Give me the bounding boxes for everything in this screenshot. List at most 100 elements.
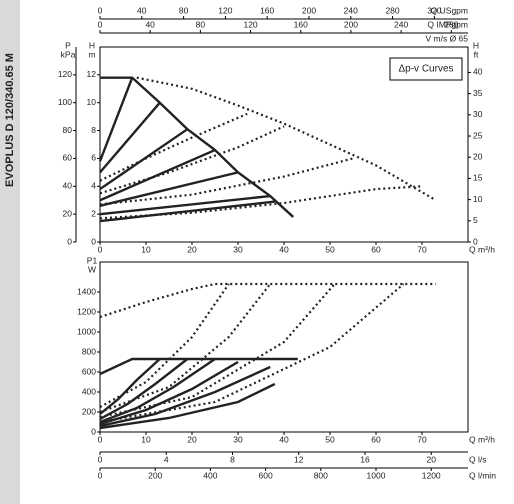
x-tick-label: 60 xyxy=(371,434,381,444)
bottom-tick-label: 1000 xyxy=(367,470,386,480)
y-axis-label: P1 xyxy=(87,255,98,265)
curve xyxy=(99,357,298,376)
dotted-curve xyxy=(99,112,248,182)
y2-tick-label: 25 xyxy=(473,130,483,140)
y-tick-label: 120 xyxy=(58,69,72,79)
top-axis-label: Q IMPgpm xyxy=(427,19,468,29)
bottom-tick-label: 0 xyxy=(98,454,103,464)
y-tick-label: 100 xyxy=(58,97,72,107)
x-tick-label: 60 xyxy=(371,244,381,254)
y2-tick-label: 0 xyxy=(473,236,478,246)
y2-tick-label: 30 xyxy=(473,109,483,119)
x-tick-label: 30 xyxy=(233,244,243,254)
dotted-curve xyxy=(99,283,230,408)
bottom-tick-label: 200 xyxy=(148,470,162,480)
y-tick-label: 400 xyxy=(82,386,96,396)
curve xyxy=(99,358,216,424)
x-tick-label: 0 xyxy=(98,244,103,254)
top-tick-label: 160 xyxy=(294,19,308,29)
bottom-tick-label: 1200 xyxy=(422,470,441,480)
x-tick-label: 50 xyxy=(325,244,335,254)
top-tick-label: 280 xyxy=(385,5,399,15)
y-axis-unit: kPa xyxy=(61,49,76,59)
top-tick-label: 0 xyxy=(98,19,103,29)
x-tick-label: 0 xyxy=(98,434,103,444)
curve xyxy=(99,358,189,421)
ym-tick-label: 4 xyxy=(91,181,96,191)
y-tick-label: 800 xyxy=(82,346,96,356)
top-tick-label: 200 xyxy=(302,5,316,15)
y-tick-label: 60 xyxy=(63,153,73,163)
top-tick-label: 160 xyxy=(260,5,274,15)
curve xyxy=(99,101,161,174)
top-tick-label: 320 xyxy=(427,5,441,15)
curve xyxy=(99,194,271,216)
bottom-tick-label: 600 xyxy=(259,470,273,480)
dotted-curve xyxy=(99,282,436,319)
x-tick-label: 70 xyxy=(417,244,427,254)
top-tick-label: 120 xyxy=(218,5,232,15)
dotted-curve xyxy=(99,157,354,206)
y2-tick-label: 40 xyxy=(473,67,483,77)
x-tick-label: 50 xyxy=(325,434,335,444)
y-axis-label: P xyxy=(65,40,71,50)
y-tick-label: 40 xyxy=(63,181,73,191)
ym-label: H xyxy=(89,40,95,50)
top-tick-label: 80 xyxy=(196,19,206,29)
top-axis-label: Q USgpm xyxy=(431,5,468,15)
side-title: EVOPLUS D 120/340.65 M xyxy=(4,53,16,187)
dotted-curve xyxy=(99,283,272,414)
bottom-tick-label: 8 xyxy=(230,454,235,464)
top-tick-label: 40 xyxy=(145,19,155,29)
bottom-axis-label: Q l/min xyxy=(469,470,496,480)
bottom-tick-label: 4 xyxy=(164,454,169,464)
ym-tick-label: 0 xyxy=(91,236,96,246)
ym-unit: m xyxy=(88,49,95,59)
y-tick-label: 200 xyxy=(82,406,96,416)
x-tick-label: 40 xyxy=(279,244,289,254)
curve xyxy=(99,365,271,428)
y2-tick-label: 20 xyxy=(473,151,483,161)
dotted-curve xyxy=(99,185,423,220)
bottom-tick-label: 16 xyxy=(360,454,370,464)
ym-tick-label: 12 xyxy=(87,69,97,79)
bottom-axis-label: Q l/s xyxy=(469,454,486,464)
side-strip xyxy=(0,0,20,504)
dotted-curve xyxy=(136,76,437,202)
curve xyxy=(99,382,276,430)
y2-tick-label: 35 xyxy=(473,88,483,98)
y-axis-unit: W xyxy=(88,264,96,274)
top-tick-label: 240 xyxy=(344,5,358,15)
ym-tick-label: 2 xyxy=(91,208,96,218)
x-tick-label: 10 xyxy=(141,244,151,254)
x-axis-label: Q m³/h xyxy=(469,244,495,254)
bottom-tick-label: 400 xyxy=(203,470,217,480)
y2-axis-unit: ft xyxy=(474,49,479,59)
curve xyxy=(99,200,275,223)
bottom-tick-label: 20 xyxy=(426,454,436,464)
x-tick-label: 20 xyxy=(187,434,197,444)
curve xyxy=(98,77,134,162)
top-tick-label: 0 xyxy=(98,5,103,15)
curve xyxy=(99,171,239,207)
x-tick-label: 20 xyxy=(187,244,197,254)
y-tick-label: 1000 xyxy=(77,326,96,336)
curve xyxy=(100,76,295,218)
x-axis-label: Q m³/h xyxy=(469,434,495,444)
top-tick-label: 40 xyxy=(137,5,147,15)
top-axis-label: V m/s Ø 65 xyxy=(425,33,468,43)
y-tick-label: 0 xyxy=(67,236,72,246)
ym-tick-label: 8 xyxy=(91,125,96,135)
top-tick-label: 200 xyxy=(344,19,358,29)
y-tick-label: 20 xyxy=(63,208,73,218)
top-tick-label: 240 xyxy=(394,19,408,29)
y2-tick-label: 15 xyxy=(473,173,483,183)
curve xyxy=(99,358,161,415)
dotted-curve xyxy=(99,283,405,424)
y-tick-label: 80 xyxy=(63,125,73,135)
top-tick-label: 120 xyxy=(243,19,257,29)
top-tick-label: 80 xyxy=(179,5,189,15)
y-tick-label: 1400 xyxy=(77,286,96,296)
bottom-tick-label: 12 xyxy=(294,454,304,464)
